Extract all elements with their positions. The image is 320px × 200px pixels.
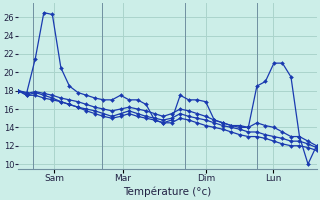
X-axis label: Température (°c): Température (°c) <box>123 186 212 197</box>
